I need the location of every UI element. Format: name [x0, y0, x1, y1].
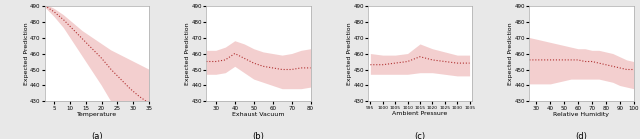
Text: (b): (b): [253, 132, 264, 139]
X-axis label: Temperature: Temperature: [77, 112, 117, 117]
Text: (d): (d): [575, 132, 588, 139]
Y-axis label: Expected Prediction: Expected Prediction: [508, 22, 513, 85]
Y-axis label: Expected Prediction: Expected Prediction: [347, 22, 352, 85]
Text: (a): (a): [91, 132, 102, 139]
Text: (c): (c): [415, 132, 426, 139]
X-axis label: Relative Humidity: Relative Humidity: [554, 112, 609, 117]
X-axis label: Ambient Pressure: Ambient Pressure: [392, 111, 447, 116]
X-axis label: Exhaust Vacuum: Exhaust Vacuum: [232, 112, 285, 117]
Y-axis label: Expected Prediction: Expected Prediction: [24, 22, 29, 85]
Y-axis label: Expected Prediction: Expected Prediction: [185, 22, 190, 85]
